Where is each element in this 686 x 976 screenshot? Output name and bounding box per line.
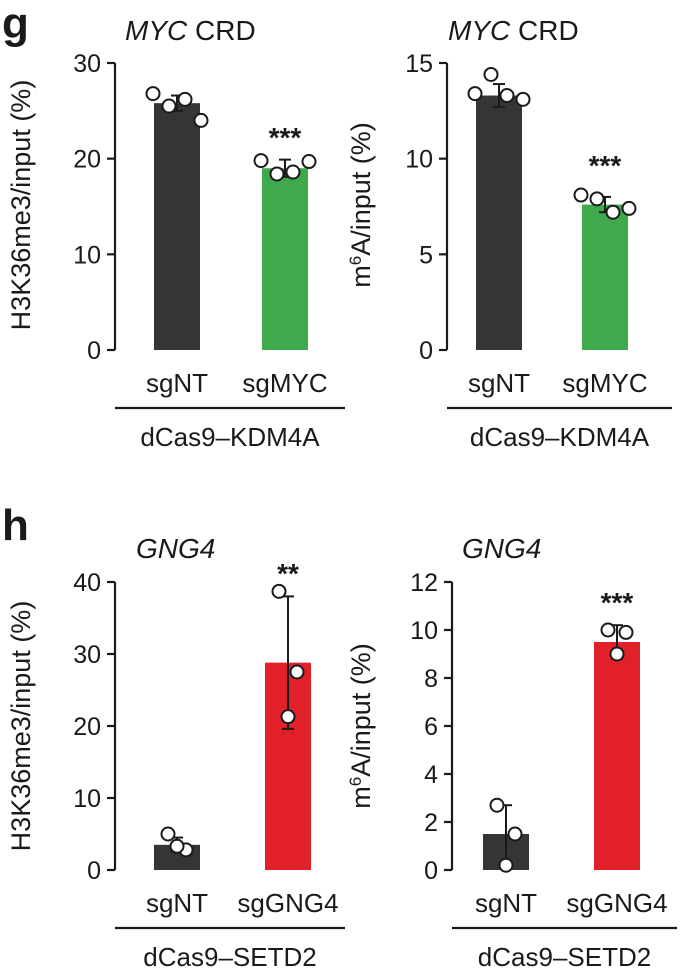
category-label-sgMYC: sgMYC [562, 368, 647, 398]
chart-title: MYC CRD [448, 15, 579, 46]
y-tick-label: 12 [410, 569, 438, 597]
y-tick-label: 30 [73, 50, 101, 78]
bar-sgMYC [262, 168, 308, 350]
y-tick-label: 20 [73, 713, 101, 741]
bar-sgNT [476, 95, 522, 350]
y-tick-label: 10 [405, 146, 433, 174]
bar-sgNT [154, 103, 200, 351]
data-point [301, 154, 317, 170]
y-tick-label: 0 [424, 857, 438, 885]
chart-1: MYC CRD H3K36me3/input (%) 0 10 20 30 sgNT sgMY… [6, 15, 345, 452]
significance-label: ** [277, 558, 299, 589]
chart-title-gene: MYC [448, 15, 511, 46]
category-label-sgGNG4: sgGNG4 [566, 888, 667, 918]
data-point [515, 91, 531, 107]
chart-title: GNG4 [136, 533, 215, 564]
group-label: dCas9–SETD2 [478, 942, 651, 972]
data-point [193, 112, 209, 128]
y-axis-label-rest: A/input (%) [346, 643, 376, 777]
y-tick-label: 5 [419, 241, 433, 269]
data-point [271, 583, 287, 599]
chart-title-region: CRD [187, 15, 255, 46]
group-label: dCas9–KDM4A [140, 422, 320, 452]
y-tick-label: 10 [73, 785, 101, 813]
y-tick-label: 2 [424, 809, 438, 837]
chart-title: MYC CRD [125, 15, 256, 46]
chart-title-region: CRD [510, 15, 578, 46]
data-point [269, 166, 285, 182]
y-axis-label: H3K36me3/input (%) [6, 80, 36, 331]
data-point [285, 164, 301, 180]
y-axis-label: m6A/input (%) [346, 643, 377, 809]
y-tick-label: 20 [73, 146, 101, 174]
group-label: dCas9–KDM4A [470, 422, 650, 452]
y-tick-label: 10 [73, 241, 101, 269]
y-tick-label: 15 [405, 50, 433, 78]
category-label-sgMYC: sgMYC [242, 368, 327, 398]
significance-label: *** [601, 587, 634, 618]
y-tick-label: 40 [73, 569, 101, 597]
y-tick-label: 0 [419, 337, 433, 365]
category-label-sgNT: sgNT [475, 888, 537, 918]
chart-title-gene: MYC [125, 15, 188, 46]
y-tick-label: 0 [87, 337, 101, 365]
chart-title-gene: GNG4 [462, 533, 541, 564]
data-point [605, 204, 621, 220]
chart-2: MYC CRD m6A/input (%) 0 5 10 15 sgNT sgMYC *** dC… [346, 15, 672, 452]
data-point [280, 709, 296, 725]
data-point [589, 191, 605, 207]
data-point [600, 622, 616, 638]
data-point [169, 838, 185, 854]
significance-label: *** [269, 122, 302, 153]
data-point [177, 91, 193, 107]
chart-title-gene: GNG4 [136, 533, 215, 564]
bar-sgMYC [582, 204, 628, 350]
data-point [160, 826, 176, 842]
y-axis-label-rest: A/input (%) [346, 122, 376, 256]
data-point [573, 187, 589, 203]
chart-title: GNG4 [462, 533, 541, 564]
category-label-sgNT: sgNT [146, 368, 208, 398]
group-label: dCas9–SETD2 [143, 942, 316, 972]
data-point [253, 153, 269, 169]
data-point [161, 98, 177, 114]
data-point [289, 664, 305, 680]
y-tick-label: 8 [424, 665, 438, 693]
category-label-sgNT: sgNT [468, 368, 530, 398]
data-point [507, 826, 523, 842]
panel-letter-g: g [2, 0, 29, 48]
y-tick-label: 0 [87, 857, 101, 885]
y-axis-label: H3K36me3/input (%) [6, 601, 36, 852]
chart-3: GNG4 H3K36me3/input (%) 0 10 20 30 40 sgNT sgGNG… [6, 533, 345, 972]
data-point [498, 857, 514, 873]
data-point [467, 86, 483, 102]
data-point [499, 88, 515, 104]
data-point [621, 200, 637, 216]
bar-sgGNG4 [594, 642, 640, 870]
category-label-sgNT: sgNT [146, 888, 208, 918]
y-axis-label-m: m [346, 265, 376, 288]
data-point [609, 646, 625, 662]
y-axis-label-superscript: 6 [346, 256, 365, 265]
panel-letter-h: h [2, 501, 29, 550]
y-tick-label: 6 [424, 713, 438, 741]
y-axis-label-m: m [346, 786, 376, 809]
category-label-sgGNG4: sgGNG4 [237, 888, 338, 918]
y-tick-label: 30 [73, 641, 101, 669]
significance-label: *** [589, 150, 622, 181]
data-point [145, 86, 161, 102]
data-point [618, 624, 634, 640]
y-tick-label: 10 [410, 617, 438, 645]
data-point [489, 797, 505, 813]
y-axis-label: m6A/input (%) [346, 122, 377, 288]
data-point [483, 66, 499, 82]
y-tick-label: 4 [424, 761, 438, 789]
y-axis-label-superscript: 6 [346, 777, 365, 786]
